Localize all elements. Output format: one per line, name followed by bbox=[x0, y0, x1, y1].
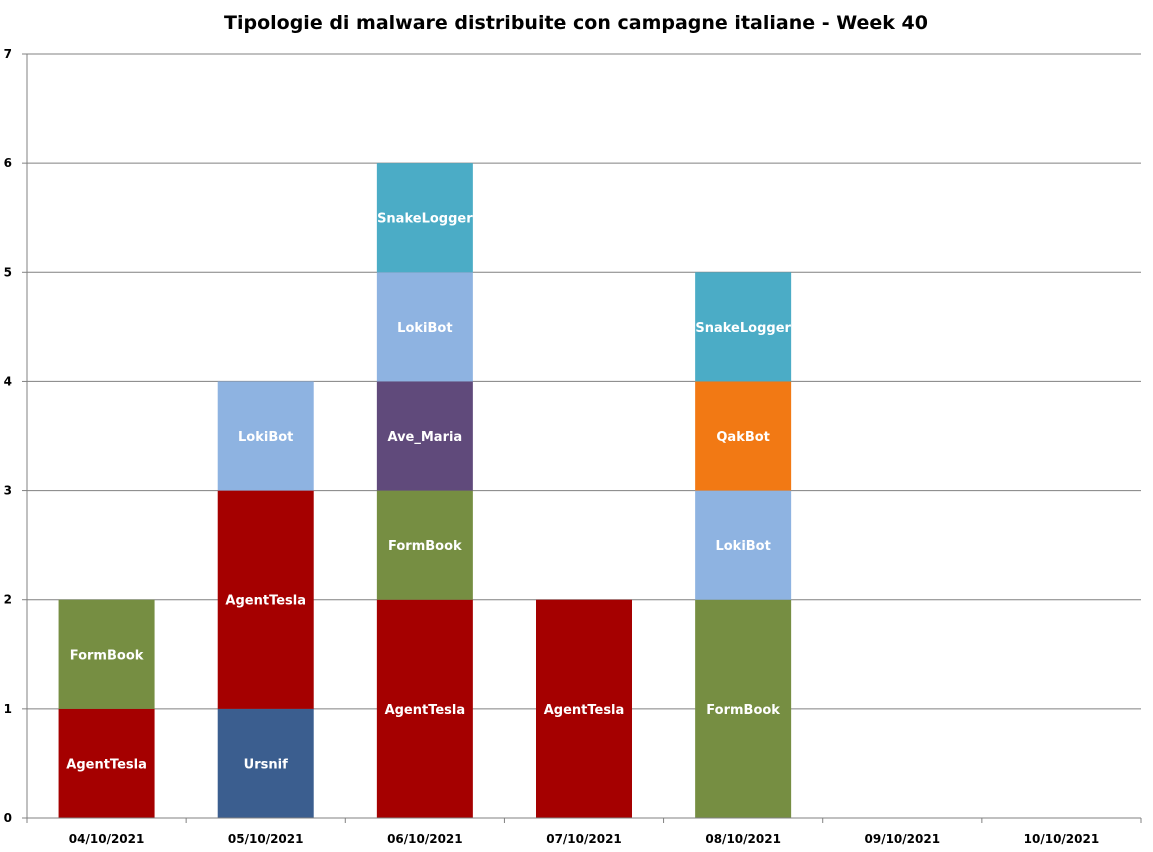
bar-segment-label: Ursnif bbox=[244, 757, 288, 772]
bar-segment-label: QakBot bbox=[716, 430, 770, 445]
y-tick-label: 1 bbox=[4, 702, 12, 716]
bar-segment-lokibot bbox=[376, 272, 473, 382]
bar-segment-agenttesla bbox=[58, 708, 155, 818]
y-tick-label: 2 bbox=[4, 593, 12, 607]
bar-segment-agenttesla bbox=[536, 599, 632, 818]
bar-segment-label: FormBook bbox=[70, 648, 144, 663]
y-tick-label: 7 bbox=[4, 47, 12, 61]
chart-title: Tipologie di malware distribuite con cam… bbox=[224, 12, 928, 34]
bar-segment-lokibot bbox=[217, 381, 314, 491]
bar-segment-label: LokiBot bbox=[238, 430, 293, 445]
bar-segment-ursnif bbox=[217, 708, 314, 818]
bar-segment-snakelogger bbox=[695, 272, 792, 382]
bar-segment-label: LokiBot bbox=[397, 321, 452, 336]
bar-segment-label: FormBook bbox=[388, 539, 462, 554]
bar-segment-formbook bbox=[58, 599, 155, 709]
y-tick-label: 5 bbox=[4, 265, 12, 279]
bar-segment-ave-maria bbox=[376, 381, 473, 491]
x-tick-label: 05/10/2021 bbox=[228, 832, 304, 846]
bar-segment-snakelogger bbox=[376, 163, 473, 273]
tick-labels: 0 1 2 3 4 5 6 7 04/10/2021 05/10/2021 06/10/2021 07… bbox=[4, 47, 1100, 846]
bar-segment-label: SnakeLogger bbox=[695, 321, 791, 336]
bar-segment-label: AgentTesla bbox=[385, 703, 466, 718]
bar-segment-label: FormBook bbox=[706, 703, 780, 718]
bar-segment-label: Ave_Maria bbox=[387, 430, 462, 445]
bar-segment-agenttesla bbox=[376, 599, 473, 818]
bar-segment-lokibot bbox=[695, 490, 792, 600]
y-tick-label: 4 bbox=[4, 374, 12, 388]
bar-segment-label: AgentTesla bbox=[225, 594, 306, 609]
bar-segment-label: SnakeLogger bbox=[377, 212, 473, 227]
x-tick-label: 07/10/2021 bbox=[546, 832, 622, 846]
bar-segment-label: AgentTesla bbox=[66, 757, 147, 772]
bar-segment-label: AgentTesla bbox=[544, 703, 625, 718]
axes bbox=[22, 53, 1142, 823]
bars: AgentTesla FormBook Ursnif AgentTesla LokiBo… bbox=[58, 163, 792, 818]
y-tick-label: 0 bbox=[4, 811, 12, 825]
x-tick-label: 09/10/2021 bbox=[865, 832, 941, 846]
x-tick-label: 06/10/2021 bbox=[387, 832, 463, 846]
bar-segment-formbook bbox=[376, 490, 473, 600]
bar-segment-label: LokiBot bbox=[715, 539, 770, 554]
gridlines bbox=[27, 53, 1141, 710]
x-tick-label: 04/10/2021 bbox=[69, 832, 145, 846]
bar-segment-formbook bbox=[695, 599, 792, 818]
y-tick-label: 3 bbox=[4, 484, 12, 498]
x-tick-label: 10/10/2021 bbox=[1024, 832, 1100, 846]
y-tick-label: 6 bbox=[4, 156, 12, 170]
x-tick-label: 08/10/2021 bbox=[705, 832, 781, 846]
bar-segment-qakbot bbox=[695, 381, 792, 491]
bar-segment-agenttesla bbox=[217, 490, 314, 709]
